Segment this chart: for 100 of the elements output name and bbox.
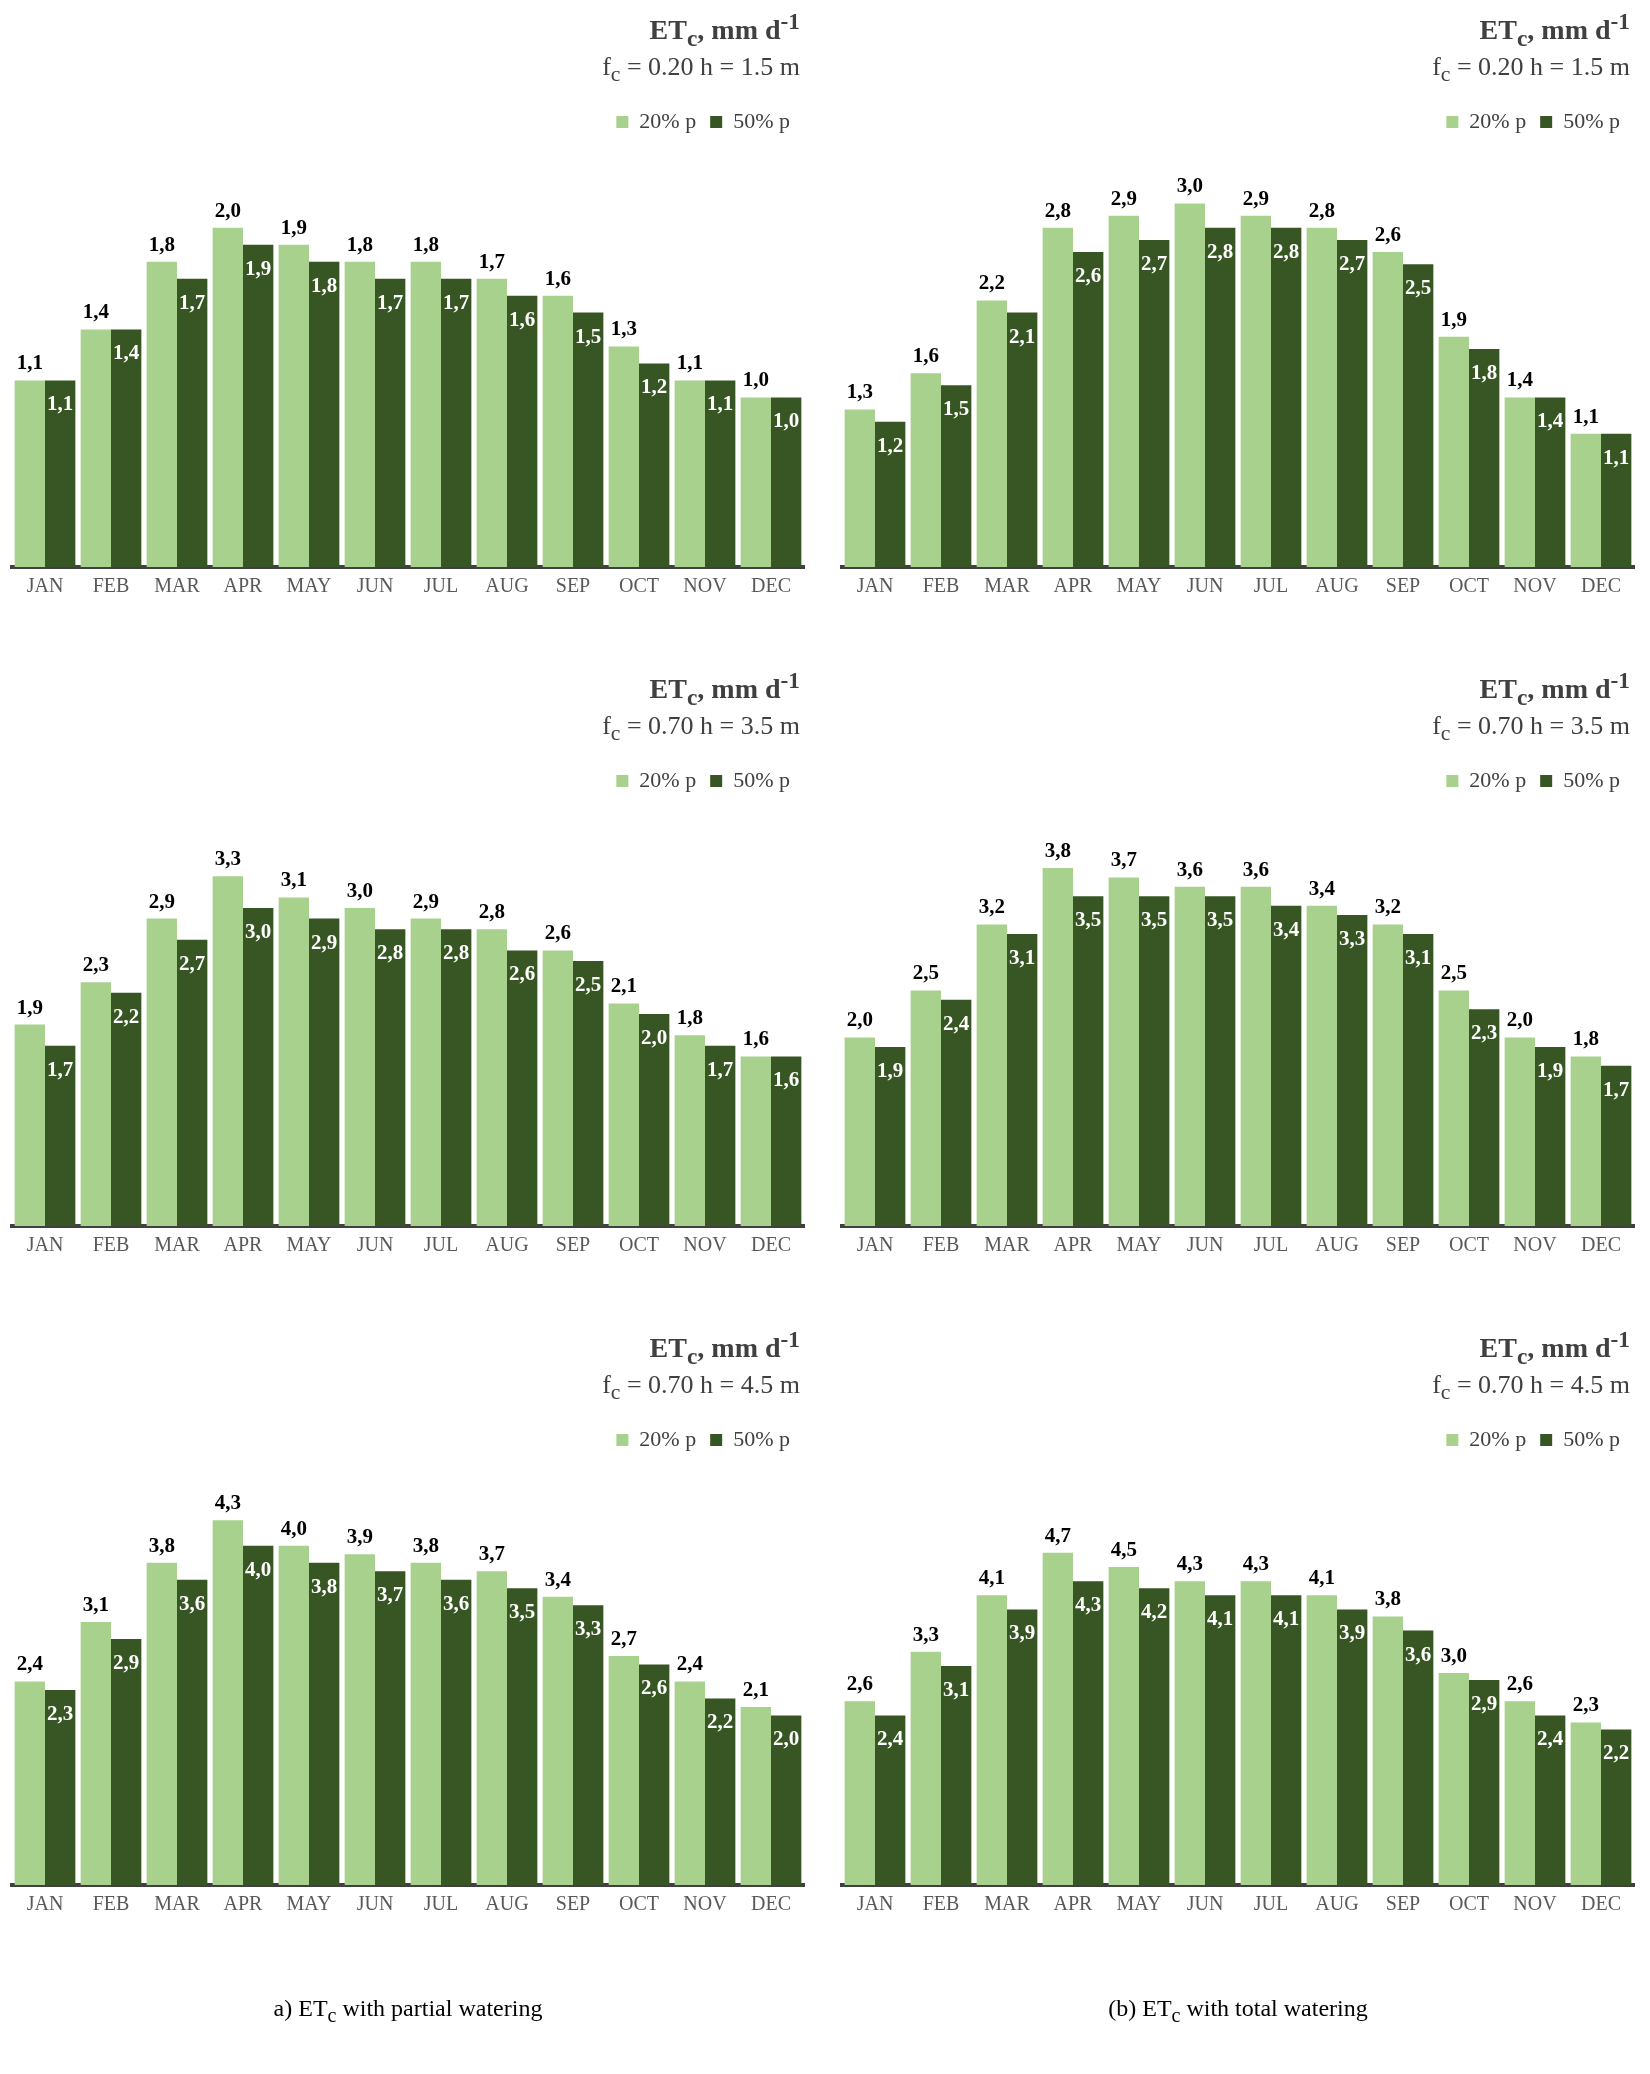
data-label: 1,6 bbox=[742, 1026, 769, 1051]
x-tick-label: AUG bbox=[1315, 1892, 1359, 1915]
chart-title: ET$_{c}$, mm d$^{-1}$ bbox=[1478, 667, 1630, 712]
bar bbox=[1570, 1056, 1601, 1227]
data-label: 1,8 bbox=[412, 231, 439, 256]
bar bbox=[1372, 1616, 1403, 1886]
x-tick-label: FEB bbox=[92, 574, 130, 597]
bar bbox=[1438, 336, 1469, 568]
data-label: 2,4 bbox=[943, 1011, 970, 1036]
bar bbox=[1139, 240, 1170, 568]
bar bbox=[1205, 896, 1236, 1227]
x-tick-label: APR bbox=[223, 574, 264, 597]
data-label: 1,4 bbox=[1537, 408, 1564, 433]
x-tick-label: FEB bbox=[922, 1892, 960, 1915]
bar bbox=[674, 1035, 705, 1227]
x-tick-label: JUL bbox=[1253, 1233, 1289, 1256]
x-tick-label: OCT bbox=[619, 1892, 659, 1915]
bar bbox=[14, 380, 45, 568]
data-label: 1,7 bbox=[47, 1056, 74, 1081]
data-label: 3,7 bbox=[478, 1541, 505, 1566]
data-label: 4,5 bbox=[1110, 1537, 1137, 1562]
bar bbox=[441, 929, 472, 1227]
data-label: 3,6 bbox=[443, 1590, 470, 1615]
bar bbox=[910, 990, 941, 1227]
data-label: 3,0 bbox=[245, 919, 272, 944]
data-label: 3,7 bbox=[377, 1582, 404, 1607]
data-label: 1,6 bbox=[544, 265, 571, 290]
bar bbox=[177, 940, 208, 1227]
data-label: 1,1 bbox=[1572, 403, 1599, 428]
chart-subtitle: f$_{c}$ = 0.20 h = 1.5 m bbox=[1431, 51, 1630, 88]
data-label: 1,9 bbox=[245, 255, 272, 280]
bar bbox=[1337, 915, 1368, 1227]
x-tick-label: JAN bbox=[856, 574, 894, 597]
bar bbox=[212, 1520, 243, 1886]
data-label: 3,0 bbox=[346, 878, 373, 903]
bar bbox=[476, 278, 507, 568]
data-label: 2,9 bbox=[113, 1650, 140, 1675]
bar bbox=[573, 961, 604, 1227]
bar bbox=[1240, 215, 1271, 568]
bar bbox=[542, 1597, 573, 1886]
data-label: 2,9 bbox=[1471, 1691, 1498, 1716]
bar bbox=[1174, 1581, 1205, 1886]
data-label: 4,0 bbox=[280, 1516, 307, 1541]
x-tick-label: MAR bbox=[984, 1892, 1031, 1915]
bar bbox=[441, 278, 472, 568]
bar bbox=[1042, 1553, 1073, 1886]
bar bbox=[910, 1652, 941, 1886]
bar bbox=[1403, 1630, 1434, 1886]
data-label: 2,8 bbox=[1308, 197, 1335, 222]
data-label: 2,3 bbox=[1471, 1020, 1498, 1045]
x-tick-label: SEP bbox=[555, 1892, 591, 1915]
bar bbox=[309, 261, 340, 568]
data-label: 3,8 bbox=[1374, 1586, 1401, 1611]
bar bbox=[771, 1056, 802, 1227]
x-tick-label: JUL bbox=[423, 1892, 459, 1915]
x-tick-label: MAY bbox=[286, 574, 332, 597]
x-tick-label: OCT bbox=[619, 1233, 659, 1256]
data-label: 2,7 bbox=[610, 1626, 637, 1651]
bar bbox=[410, 261, 441, 568]
data-label: 2,0 bbox=[846, 1007, 873, 1032]
data-label: 1,1 bbox=[47, 391, 74, 416]
x-tick-label: FEB bbox=[922, 1233, 960, 1256]
x-tick-label: DEC bbox=[751, 1233, 791, 1256]
data-label: 3,0 bbox=[1176, 173, 1203, 198]
bar bbox=[1073, 896, 1104, 1227]
bar bbox=[1372, 252, 1403, 568]
data-label: 4,3 bbox=[1242, 1551, 1269, 1576]
x-tick-label: AUG bbox=[485, 1233, 529, 1256]
data-label: 3,3 bbox=[1339, 926, 1366, 951]
x-tick-label: MAR bbox=[154, 574, 201, 597]
chart-title: ET$_{c}$, mm d$^{-1}$ bbox=[1478, 1326, 1630, 1371]
bar bbox=[1271, 1595, 1302, 1886]
data-label: 1,8 bbox=[148, 231, 175, 256]
x-tick-label: DEC bbox=[1581, 1892, 1621, 1915]
data-label: 3,6 bbox=[179, 1590, 206, 1615]
data-label: 1,8 bbox=[1572, 1026, 1599, 1051]
data-label: 2,8 bbox=[1044, 197, 1071, 222]
data-label: 2,4 bbox=[16, 1651, 44, 1676]
data-label: 2,0 bbox=[773, 1726, 800, 1751]
data-label: 1,9 bbox=[1440, 306, 1467, 331]
bar bbox=[542, 295, 573, 568]
bar bbox=[573, 312, 604, 568]
data-label: 1,7 bbox=[478, 248, 505, 273]
chart-subtitle: f$_{c}$ = 0.70 h = 4.5 m bbox=[601, 1370, 800, 1406]
legend-label: 20% p bbox=[1469, 107, 1527, 133]
data-label: 2,6 bbox=[1374, 222, 1401, 247]
data-label: 3,5 bbox=[1075, 907, 1102, 932]
data-label: 4,3 bbox=[1176, 1551, 1203, 1576]
bar bbox=[14, 1024, 45, 1227]
x-tick-label: JUL bbox=[423, 1233, 459, 1256]
bar bbox=[1174, 887, 1205, 1227]
data-label: 4,0 bbox=[245, 1557, 272, 1582]
bar bbox=[1007, 934, 1038, 1227]
data-label: 4,1 bbox=[1207, 1606, 1234, 1631]
data-label: 1,1 bbox=[676, 350, 703, 375]
bar bbox=[1535, 1715, 1566, 1886]
data-label: 2,7 bbox=[1141, 250, 1168, 275]
bar bbox=[608, 1656, 639, 1886]
data-label: 1,6 bbox=[509, 306, 536, 331]
bar bbox=[441, 1580, 472, 1886]
